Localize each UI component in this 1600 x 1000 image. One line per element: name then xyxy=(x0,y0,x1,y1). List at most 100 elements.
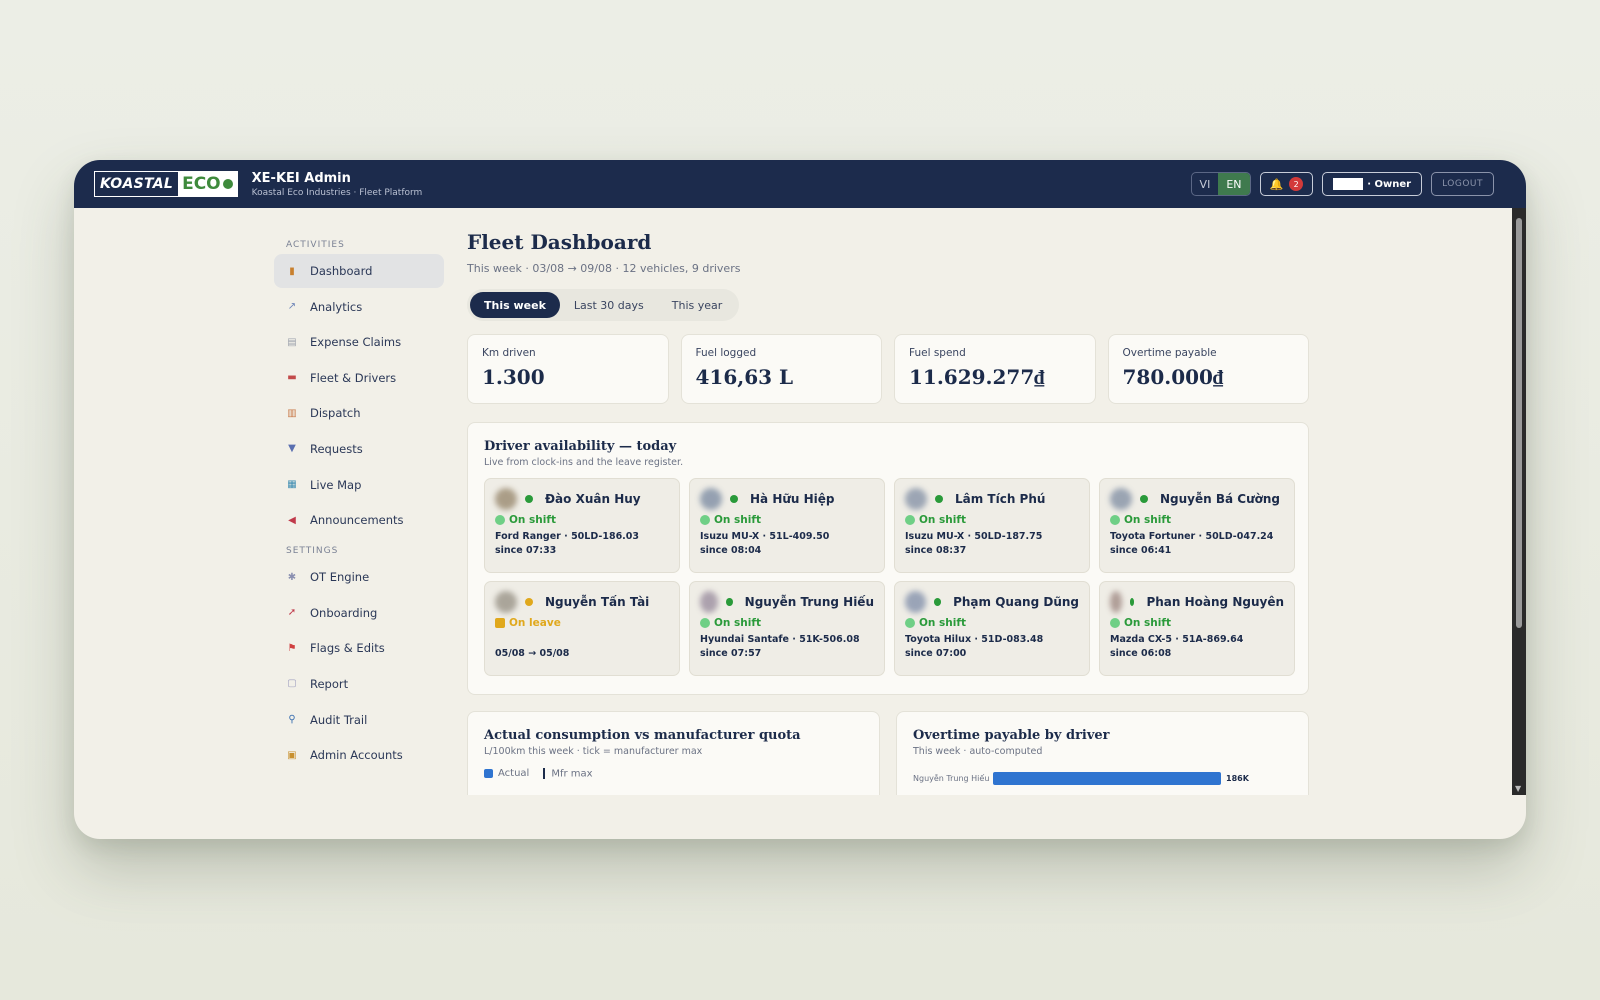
briefcase-icon xyxy=(495,618,505,628)
sidebar-item-analytics[interactable]: ↗ Analytics xyxy=(274,290,444,324)
driver-card[interactable]: Nguyễn Trung Hiếu On shift Hyundai Santafe… xyxy=(689,581,885,676)
brand-logo[interactable]: KOASTAL ECO xyxy=(94,171,238,197)
map-icon: ▦ xyxy=(287,479,297,491)
magnifier-icon: ⚲ xyxy=(288,714,296,726)
sidebar-item-fleet-drivers[interactable]: ▬ Fleet & Drivers xyxy=(274,361,444,395)
clock-icon xyxy=(495,515,505,525)
lang-en-button[interactable]: EN xyxy=(1218,173,1250,195)
logo-eco: ECO xyxy=(178,172,237,196)
bar-chart-icon: ▮ xyxy=(289,265,295,277)
panel-subtitle: This week · auto-computed xyxy=(913,746,1043,757)
driver-vehicle: Mazda CX-5 · 51A-869.64 xyxy=(1110,634,1244,645)
driver-status: On leave xyxy=(495,617,669,629)
notifications-button[interactable]: 🔔 2 xyxy=(1259,172,1314,196)
main-panel: Fleet Dashboard This week · 03/08 → 09/0… xyxy=(467,208,1309,795)
driver-card[interactable]: Hà Hữu Hiệp On shift Isuzu MU-X · 51L-409.… xyxy=(689,478,885,573)
driver-vehicle: Hyundai Santafe · 51K-506.08 xyxy=(700,634,860,645)
avatar xyxy=(905,591,926,613)
driver-name: Nguyễn Bá Cường xyxy=(1160,492,1281,506)
scroll-down-icon[interactable]: ▼ xyxy=(1515,784,1522,793)
sidebar-item-live-map[interactable]: ▦ Live Map xyxy=(274,468,444,502)
clock-icon xyxy=(905,618,915,628)
status-dot xyxy=(525,495,533,503)
user-menu-button[interactable]: · Owner xyxy=(1322,172,1423,196)
driver-since: since 06:41 xyxy=(1110,545,1172,556)
driver-card-header: Phan Hoàng Nguyên xyxy=(1110,591,1284,613)
driver-status: On shift xyxy=(700,617,874,629)
driver-card-header: Nguyễn Trung Hiếu xyxy=(700,591,874,613)
driver-card[interactable]: Đào Xuân Huy On shift Ford Ranger · 50LD-1… xyxy=(484,478,680,573)
sidebar-item-ot-engine[interactable]: ✱ OT Engine xyxy=(274,560,444,594)
driver-card[interactable]: Lâm Tích Phú On shift Isuzu MU-X · 50LD-18… xyxy=(894,478,1090,573)
driver-card[interactable]: Nguyễn Bá Cường On shift Toyota Fortuner ·… xyxy=(1099,478,1295,573)
avatar xyxy=(905,488,927,510)
logo-wordmark: KOASTAL xyxy=(95,172,179,196)
panel-title: Overtime payable by driver xyxy=(913,728,1110,743)
driver-since: since 07:33 xyxy=(495,545,557,556)
panel-title: Actual consumption vs manufacturer quota xyxy=(484,728,801,743)
scrollbar-thumb[interactable] xyxy=(1516,218,1522,628)
content-area: ACTIVITIES ▮ Dashboard ↗ Analytics ▤ Expense … xyxy=(74,208,1512,795)
logout-button[interactable]: LOGOUT xyxy=(1431,172,1494,196)
driver-status-label: On shift xyxy=(509,514,556,526)
driver-status: On shift xyxy=(1110,617,1284,629)
clock-icon xyxy=(700,515,710,525)
driver-status-label: On leave xyxy=(509,617,561,629)
sidebar-item-audit-trail[interactable]: ⚲ Audit Trail xyxy=(274,703,444,737)
sidebar-item-requests[interactable]: ▼ Requests xyxy=(274,432,444,466)
sidebar-item-label: Dispatch xyxy=(310,406,361,421)
sidebar-item-flags-edits[interactable]: ⚑ Flags & Edits xyxy=(274,631,444,665)
driver-since: since 07:57 xyxy=(700,648,762,659)
status-dot xyxy=(1130,598,1135,606)
driver-name: Phan Hoàng Nguyên xyxy=(1146,595,1284,609)
driver-status-label: On shift xyxy=(714,514,761,526)
driver-status: On shift xyxy=(1110,514,1284,526)
driver-card[interactable]: Phan Hoàng Nguyên On shift Mazda CX-5 · 51… xyxy=(1099,581,1295,676)
sidebar-item-admin-accounts[interactable]: ▣ Admin Accounts xyxy=(274,738,444,772)
logo-eco-text: ECO xyxy=(182,174,221,194)
page-subtitle: This week · 03/08 → 09/08 · 12 vehicles,… xyxy=(467,262,741,275)
driver-availability-panel: Driver availability — today Live from cl… xyxy=(467,422,1309,695)
sidebar-item-expense-claims[interactable]: ▤ Expense Claims xyxy=(274,325,444,359)
driver-since: since 08:37 xyxy=(905,545,967,556)
status-dot xyxy=(933,598,942,606)
leaf-icon xyxy=(222,179,233,189)
megaphone-icon: ◀ xyxy=(288,514,296,526)
tab-last-30-days[interactable]: Last 30 days xyxy=(573,298,644,312)
tab-this-week[interactable]: This week xyxy=(470,292,560,318)
brand-block: XE-KEI Admin Koastal Eco Industries · Fl… xyxy=(252,171,423,198)
receipt-icon: ▤ xyxy=(287,336,297,348)
driver-since: since 07:00 xyxy=(905,648,967,659)
document-icon: ▢ xyxy=(287,678,297,690)
lang-vi-button[interactable]: VI xyxy=(1199,177,1211,191)
sidebar-item-report[interactable]: ▢ Report xyxy=(274,667,444,701)
app-subtitle: Koastal Eco Industries · Fleet Platform xyxy=(251,187,423,198)
clock-icon xyxy=(905,515,915,525)
user-role: · Owner xyxy=(1367,178,1412,190)
bottom-panels: Actual consumption vs manufacturer quota… xyxy=(467,711,1309,795)
stat-value: 780.000₫ xyxy=(1122,365,1224,389)
tab-this-year[interactable]: This year xyxy=(671,298,723,312)
driver-card-header: Nguyễn Bá Cường xyxy=(1110,488,1284,510)
rocket-icon: ➚ xyxy=(287,607,297,619)
stat-card-overtime: Overtime payable 780.000₫ xyxy=(1107,334,1309,404)
sidebar-item-label: Requests xyxy=(310,441,363,456)
sidebar-item-label: Announcements xyxy=(310,513,404,528)
car-icon: ▬ xyxy=(287,372,297,384)
driver-status-label: On shift xyxy=(919,617,966,629)
driver-card[interactable]: Nguyễn Tấn Tài On leave 05/08 → 05/08 xyxy=(484,581,680,676)
driver-since: since 08:04 xyxy=(700,545,762,556)
driver-name: Đào Xuân Huy xyxy=(545,492,641,506)
stat-cards: Km driven 1.300 Fuel logged 416,63 L Fue… xyxy=(467,334,1309,404)
top-actions: VI EN 🔔 2 · Owner LOGOUT xyxy=(1190,172,1494,196)
sidebar-item-dispatch[interactable]: ▥ Dispatch xyxy=(274,396,444,430)
vertical-scrollbar[interactable]: ▼ xyxy=(1512,208,1526,795)
avatar xyxy=(1110,591,1123,613)
legend-mfr-max: Mfr max xyxy=(543,768,593,780)
legend-tick xyxy=(543,768,546,779)
driver-card[interactable]: Phạm Quang Dũng On shift Toyota Hilux · 51… xyxy=(894,581,1090,676)
sidebar-item-onboarding[interactable]: ➚ Onboarding xyxy=(274,596,444,630)
sidebar-item-announcements[interactable]: ◀ Announcements xyxy=(274,503,444,537)
period-tabs: This week Last 30 days This year xyxy=(467,289,740,321)
sidebar-item-dashboard[interactable]: ▮ Dashboard xyxy=(274,254,444,288)
